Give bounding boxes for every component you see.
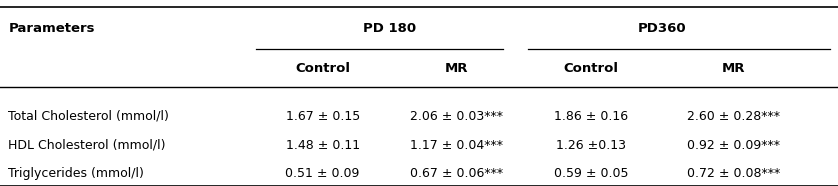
Text: MR: MR (722, 62, 745, 75)
Text: Triglycerides (mmol/l): Triglycerides (mmol/l) (8, 167, 144, 180)
Text: 1.67 ± 0.15: 1.67 ± 0.15 (286, 110, 360, 123)
Text: 2.06 ± 0.03***: 2.06 ± 0.03*** (411, 110, 503, 123)
Text: MR: MR (445, 62, 468, 75)
Text: 0.92 ± 0.09***: 0.92 ± 0.09*** (687, 139, 779, 152)
Text: 1.86 ± 0.16: 1.86 ± 0.16 (554, 110, 628, 123)
Text: 0.51 ± 0.09: 0.51 ± 0.09 (286, 167, 360, 180)
Text: 1.17 ± 0.04***: 1.17 ± 0.04*** (411, 139, 503, 152)
Text: PD360: PD360 (638, 22, 686, 35)
Text: Control: Control (295, 62, 350, 75)
Text: 1.48 ± 0.11: 1.48 ± 0.11 (286, 139, 360, 152)
Text: Parameters: Parameters (8, 22, 95, 35)
Text: 2.60 ± 0.28***: 2.60 ± 0.28*** (687, 110, 779, 123)
Text: 1.26 ±0.13: 1.26 ±0.13 (556, 139, 626, 152)
Text: Control: Control (563, 62, 618, 75)
Text: HDL Cholesterol (mmol/l): HDL Cholesterol (mmol/l) (8, 139, 166, 152)
Text: PD 180: PD 180 (363, 22, 416, 35)
Text: 0.72 ± 0.08***: 0.72 ± 0.08*** (686, 167, 780, 180)
Text: 0.59 ± 0.05: 0.59 ± 0.05 (554, 167, 628, 180)
Text: Total Cholesterol (mmol/l): Total Cholesterol (mmol/l) (8, 110, 169, 123)
Text: 0.67 ± 0.06***: 0.67 ± 0.06*** (410, 167, 504, 180)
